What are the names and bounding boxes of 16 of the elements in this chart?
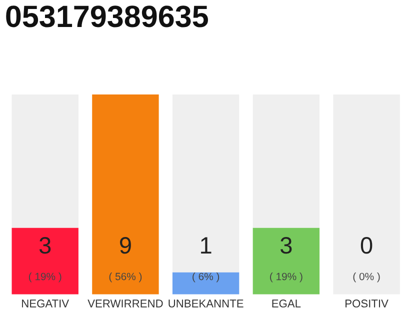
annotation: 3 (39, 237, 51, 254)
annotation: 1 (201, 237, 212, 254)
annotation: 0 (360, 237, 372, 254)
annotation: ( 56% ) (109, 272, 142, 282)
annotation: 3 (280, 237, 292, 254)
x-tick-label: NEGATIV (22, 300, 70, 308)
annotation: ( 6% ) (192, 272, 220, 282)
chart-title: 053179389635 (6, 6, 208, 28)
annotation: ( 19% ) (270, 272, 302, 282)
x-tick-label: POSITIV (346, 300, 388, 308)
annotation: 9 (120, 237, 131, 254)
x-tick-label: UNBEKANNTE (168, 300, 244, 308)
x-tick-label: VERWIRREND (88, 300, 163, 308)
annotation: ( 0% ) (353, 272, 380, 282)
x-tick-label: EGAL (272, 300, 301, 308)
annotation: ( 19% ) (28, 272, 62, 282)
